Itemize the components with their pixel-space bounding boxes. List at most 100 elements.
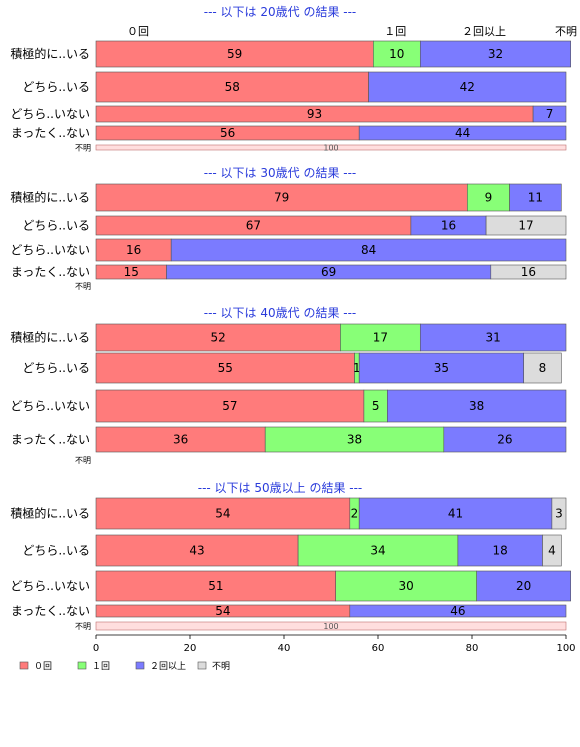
legend-swatch: [19, 661, 29, 670]
data-label: 41: [448, 507, 463, 521]
data-label: 30: [399, 579, 414, 593]
bar-segment: [358, 497, 553, 530]
data-label: 26: [497, 433, 512, 447]
bar-segment: [95, 497, 351, 530]
bar-segment: [95, 389, 365, 423]
data-label: 51: [208, 579, 223, 593]
row-label: 積極的に..いる: [10, 46, 90, 61]
data-label: 54: [215, 507, 230, 521]
data-label: 79: [274, 191, 289, 205]
row-label: どちら..いる: [22, 361, 90, 375]
x-tick-label: 60: [372, 643, 385, 654]
column-header: ０回: [127, 25, 149, 38]
bar-segment: [372, 40, 421, 68]
bar-segment: [95, 40, 374, 68]
bar-segment: [340, 323, 421, 352]
data-label: 55: [218, 361, 233, 375]
panel-title: --- 以下は 30歳代 の結果 ---: [204, 166, 357, 180]
bar-segment: [349, 604, 567, 618]
data-label: 16: [126, 243, 141, 257]
data-label: 16: [521, 265, 536, 279]
data-label: 84: [361, 243, 376, 257]
bar-segment: [523, 352, 562, 384]
row-label: どちら..いない: [10, 243, 90, 257]
bar-segment: [368, 71, 567, 103]
data-label: 69: [321, 265, 336, 279]
data-label: 9: [485, 191, 493, 205]
bar-segment: [490, 264, 567, 280]
bar-segment: [95, 71, 369, 103]
bar-segment: [95, 534, 299, 567]
legend-swatch: [197, 661, 207, 670]
data-label: 15: [124, 265, 139, 279]
bar-segment: [335, 570, 478, 602]
legend-label: ０回: [34, 661, 52, 672]
bar-segment: [476, 570, 572, 602]
data-label: 3: [555, 507, 563, 521]
data-label: 44: [455, 126, 470, 140]
row-label: 不明: [75, 144, 91, 153]
bar-segment: [95, 570, 336, 602]
data-label: 42: [460, 80, 475, 94]
panel-title: --- 以下は 20歳代 の結果 ---: [204, 5, 357, 19]
data-label: 59: [227, 47, 242, 61]
data-label: 4: [548, 544, 556, 558]
column-header: ２回以上: [462, 25, 506, 38]
data-label: 2: [351, 507, 359, 521]
x-tick-label: 20: [184, 643, 197, 654]
bar-segment: [95, 144, 567, 151]
data-label: 5: [372, 399, 380, 413]
bar-segment: [95, 352, 355, 384]
row-label: 積極的に..いる: [10, 506, 90, 521]
row-label: 不明: [75, 282, 91, 291]
legend-swatch: [135, 661, 145, 670]
row-label: まったく..ない: [11, 126, 90, 140]
data-label: 31: [486, 331, 501, 345]
row-label: 積極的に..いる: [10, 330, 90, 345]
data-label: 100: [323, 144, 338, 153]
data-label: 20: [516, 579, 531, 593]
bar-segment: [358, 352, 525, 384]
row-label: まったく..ない: [11, 433, 90, 447]
data-label: 38: [347, 433, 362, 447]
row-label: 不明: [75, 456, 91, 465]
data-label: 17: [373, 331, 388, 345]
legend-swatch: [77, 661, 87, 670]
row-label: 不明: [75, 622, 91, 631]
data-label: 7: [546, 107, 554, 121]
bar-segment: [532, 105, 567, 123]
bar-segment: [387, 389, 567, 423]
legend-label: １回: [92, 661, 110, 672]
bar-segment: [457, 534, 543, 567]
row-label: どちら..いない: [10, 107, 90, 121]
column-header: １回: [384, 25, 406, 38]
data-label: 93: [307, 107, 322, 121]
data-label: 52: [211, 331, 226, 345]
data-label: 1: [353, 361, 361, 375]
bar-segment: [95, 426, 266, 453]
legend-label: ２回以上: [150, 661, 186, 672]
row-label: どちら..いない: [10, 579, 90, 593]
data-label: 34: [370, 544, 385, 558]
data-label: 58: [225, 80, 240, 94]
data-label: 17: [518, 219, 533, 233]
row-label: どちら..いない: [10, 399, 90, 413]
data-label: 16: [441, 219, 456, 233]
bar-segment: [485, 215, 567, 236]
data-label: 54: [215, 604, 230, 618]
data-label: 38: [469, 399, 484, 413]
bar-segment: [419, 40, 571, 68]
data-label: 57: [222, 399, 237, 413]
data-label: 46: [450, 604, 465, 618]
bar-segment: [95, 621, 567, 631]
row-label: どちら..いる: [22, 544, 90, 558]
bar-segment: [95, 323, 341, 352]
bar-segment: [551, 497, 567, 530]
data-label: 67: [246, 219, 261, 233]
data-label: 35: [434, 361, 449, 375]
data-label: 100: [323, 622, 338, 631]
data-label: 11: [528, 191, 543, 205]
x-tick-label: 0: [93, 643, 99, 654]
bar-segment: [264, 426, 445, 453]
